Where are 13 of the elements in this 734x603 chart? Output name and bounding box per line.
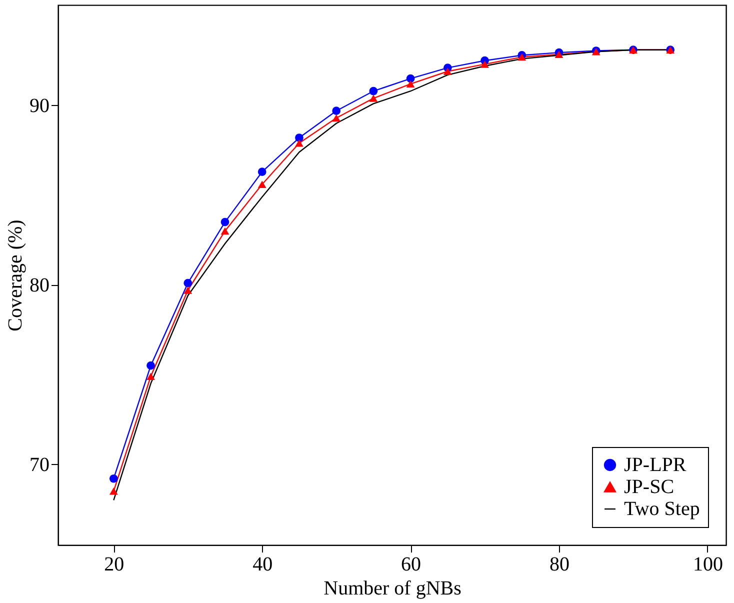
x-axis-title: Number of gNBs bbox=[324, 578, 462, 600]
y-axis-title: Coverage (%) bbox=[4, 220, 26, 332]
x-tick-label: 60 bbox=[401, 554, 422, 576]
x-tick-label: 40 bbox=[252, 554, 273, 576]
y-tick-label: 80 bbox=[30, 274, 50, 296]
legend-label: JP-SC bbox=[624, 476, 674, 498]
x-tick-label: 100 bbox=[692, 554, 723, 576]
x-tick-label: 20 bbox=[104, 554, 124, 576]
legend-label: Two Step bbox=[624, 498, 700, 520]
y-tick-label: 70 bbox=[30, 454, 50, 476]
legend-label: JP-LPR bbox=[624, 454, 687, 476]
x-tick-label: 80 bbox=[550, 554, 570, 576]
y-tick-label: 90 bbox=[30, 94, 50, 117]
